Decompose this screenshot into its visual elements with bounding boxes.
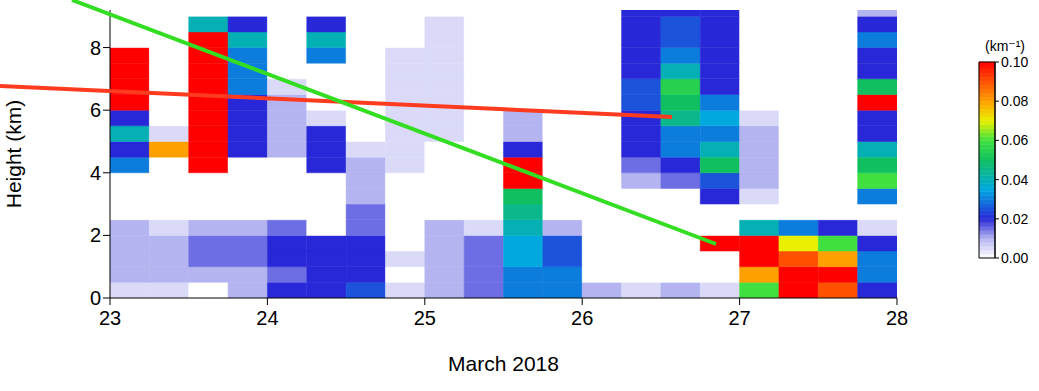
svg-text:6: 6 <box>90 99 101 121</box>
svg-text:0.06: 0.06 <box>1001 132 1028 148</box>
svg-text:4: 4 <box>90 162 101 184</box>
svg-text:0.02: 0.02 <box>1001 211 1028 227</box>
svg-text:0.00: 0.00 <box>1001 250 1028 266</box>
svg-text:23: 23 <box>99 307 121 329</box>
html-text:(km⁻¹): (km⁻¹) <box>985 38 1025 54</box>
svg-text:March 2018: March 2018 <box>448 352 559 375</box>
svg-text:0: 0 <box>90 287 101 309</box>
svg-text:27: 27 <box>728 307 750 329</box>
svg-text:Height (km): Height (km) <box>2 100 25 209</box>
svg-text:8: 8 <box>90 37 101 59</box>
svg-text:0.04: 0.04 <box>1001 172 1028 188</box>
svg-text:0.10: 0.10 <box>1001 54 1028 70</box>
svg-text:24: 24 <box>256 307 278 329</box>
svg-text:26: 26 <box>571 307 593 329</box>
svg-text:25: 25 <box>414 307 436 329</box>
svg-text:0.08: 0.08 <box>1001 93 1028 109</box>
svg-text:28: 28 <box>886 307 908 329</box>
svg-text:2: 2 <box>90 224 101 246</box>
